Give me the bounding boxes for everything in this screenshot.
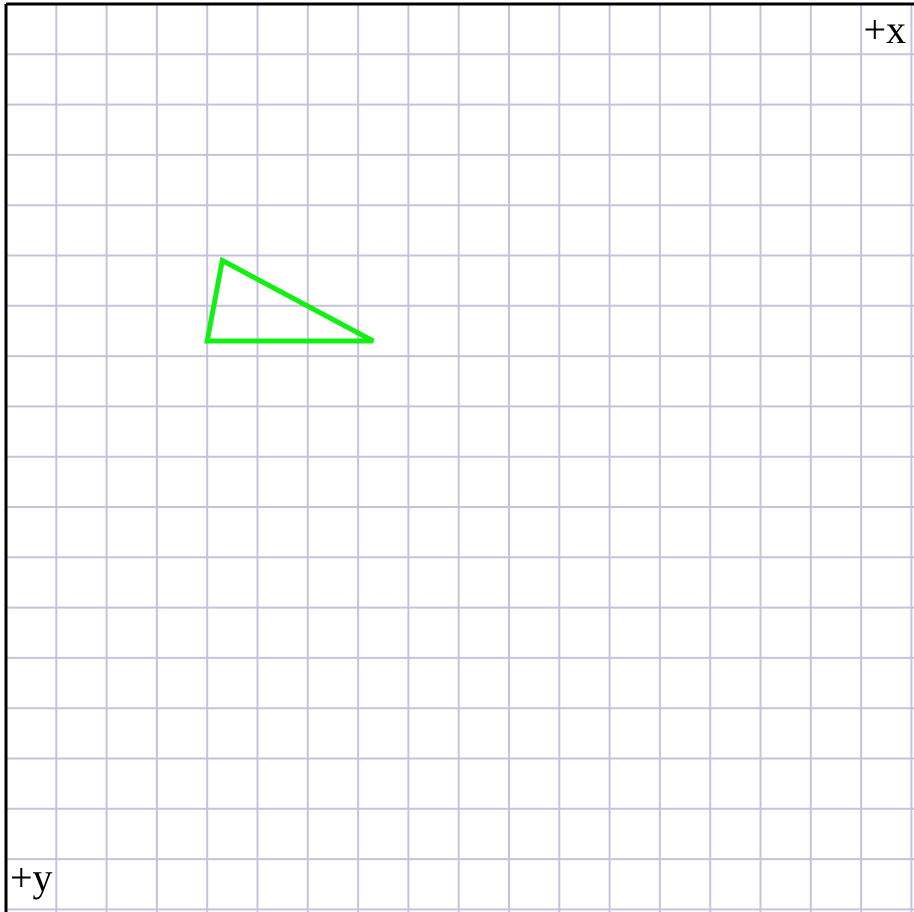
grid-lines <box>6 4 914 912</box>
y-axis-label: +y <box>10 855 53 900</box>
shapes <box>204 256 375 344</box>
axes <box>4 2 914 912</box>
x-axis-label: +x <box>863 7 906 52</box>
green-triangle <box>204 256 375 344</box>
